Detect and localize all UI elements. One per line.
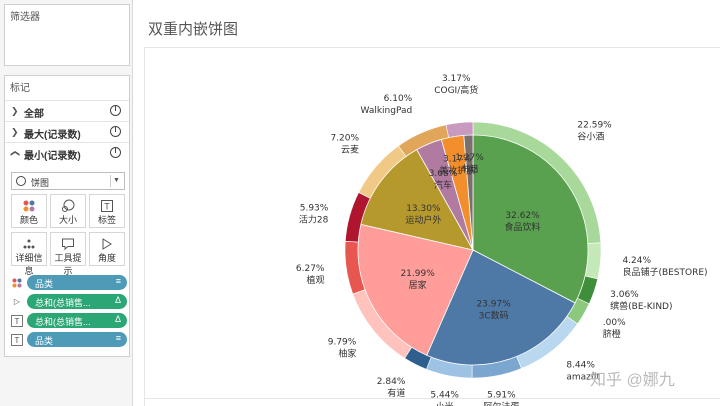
- marks-row-all[interactable]: ❯ 全部: [5, 100, 129, 121]
- pill-category-color[interactable]: 品类 ≡: [27, 275, 127, 290]
- inner-slice-label: 3.68%汽车: [429, 169, 458, 191]
- label-icon: T: [11, 334, 23, 346]
- color-button[interactable]: 颜色: [11, 194, 47, 228]
- outer-ring-label: 2.84%有道: [377, 377, 406, 399]
- color-dots-icon: [12, 278, 22, 288]
- sheet-title: 双重内嵌饼图: [148, 21, 239, 38]
- marks-row-max[interactable]: ❯ 最大(记录数): [5, 121, 129, 142]
- pill-row-label-category: T 品类 ≡: [11, 332, 127, 348]
- sort-icon: ≡: [115, 276, 121, 286]
- detail-button-label: 详细信息: [15, 253, 43, 276]
- svg-text:T: T: [104, 202, 110, 212]
- delta-icon: Δ: [114, 314, 121, 324]
- inner-slice-label: 3.17%美妆护肤: [439, 154, 475, 176]
- marks-row-label: 全部: [24, 109, 44, 120]
- angle-icon: ▷: [13, 297, 21, 306]
- pill-label: 总和(总销售...: [35, 298, 91, 308]
- tooltip-icon: [62, 238, 74, 251]
- label-button-label: 标签: [97, 215, 116, 225]
- tooltip-button[interactable]: 工具提示: [50, 232, 86, 276]
- outer-ring-label: 5.91%阿尔法蛋: [483, 390, 519, 406]
- pill-label: 品类: [35, 279, 54, 289]
- tooltip-button-label: 工具提示: [54, 253, 82, 276]
- label-icon: T: [101, 200, 113, 212]
- inner-slice-label: 23.97% 3C数码: [476, 299, 511, 321]
- inner-slice-label: 1.27%书籍: [455, 153, 484, 175]
- size-button-label: 大小: [58, 215, 77, 225]
- marks-row-label: 最大(记录数): [24, 130, 81, 141]
- filters-title: 筛选器: [10, 12, 40, 23]
- outer-ring-label: 6.27%植观: [296, 264, 325, 286]
- marks-card: 标记 ❯ 全部 ❯ 最大(记录数) ❯ 最小(记录数) 饼图 ▼: [4, 75, 130, 357]
- pie-type-icon: [110, 105, 121, 116]
- pie-icon: [16, 176, 26, 186]
- mark-type-select[interactable]: 饼图 ▼: [11, 172, 125, 190]
- mark-type-value: 饼图: [31, 178, 50, 188]
- outer-ring-label: .00%脐橙: [603, 318, 626, 340]
- marks-row-min[interactable]: ❯ 最小(记录数): [5, 142, 129, 163]
- pill-label: 总和(总销售...: [35, 317, 91, 327]
- dropdown-arrow-icon[interactable]: ▼: [110, 175, 122, 187]
- pill-sales-label[interactable]: 总和(总销售... Δ: [27, 313, 127, 328]
- pill-label: 品类: [35, 336, 54, 346]
- color-button-label: 颜色: [19, 215, 38, 225]
- outer-ring-label: 6.10% WalkingPad: [361, 94, 413, 116]
- inner-pie-slice: [360, 149, 474, 251]
- pill-sales-angle[interactable]: 总和(总销售... Δ: [27, 294, 127, 309]
- label-button[interactable]: T 标签: [89, 194, 125, 228]
- outer-ring-label: 22.59%谷小酒: [577, 121, 612, 143]
- watermark: 知乎 @娜九: [590, 372, 675, 389]
- inner-slice-label: 21.99%居家: [400, 269, 435, 291]
- inner-pie-slice: [472, 134, 589, 304]
- outer-ring-label: 4.24%良品铺子(BESTORE): [622, 256, 707, 278]
- angle-button-label: 角度: [97, 253, 116, 263]
- pie-type-icon: [110, 147, 121, 158]
- delta-icon: Δ: [114, 295, 121, 305]
- left-panel: 筛选器 标记 ❯ 全部 ❯ 最大(记录数) ❯ 最小(记录数) 饼图: [0, 0, 133, 406]
- outer-ring-label: 5.93%活力28: [299, 203, 329, 225]
- outer-ring-label: 9.79%柚家: [328, 337, 357, 359]
- outer-ring-label: 5.44%小米: [430, 390, 459, 406]
- size-button[interactable]: 大小: [50, 194, 86, 228]
- chevron-down-icon: ❯: [11, 127, 19, 137]
- label-icon: T: [11, 315, 23, 327]
- detail-dots-icon: [23, 239, 35, 249]
- pill-category-label[interactable]: 品类 ≡: [27, 332, 127, 347]
- angle-button[interactable]: 角度: [89, 232, 125, 266]
- chevron-down-icon: ❯: [11, 106, 19, 116]
- inner-pie-slice: [463, 134, 474, 251]
- angle-icon: [102, 238, 112, 250]
- outer-ring-label: 3.06%缤兽(BE-KIND): [610, 290, 672, 312]
- double-pie-chart: 32.62%食品饮料 23.97% 3C数码 21.99%居家 13.30%运动户外 3.…: [296, 74, 708, 406]
- marks-title: 标记: [10, 83, 30, 94]
- inner-slice-label: 13.30%运动户外: [405, 204, 441, 226]
- detail-button[interactable]: 详细信息: [11, 232, 47, 276]
- color-dots-icon: [23, 200, 35, 212]
- sort-icon: ≡: [115, 333, 121, 343]
- size-icon: [62, 199, 75, 212]
- pie-type-icon: [110, 126, 121, 137]
- outer-ring-label: 7.20%云麦: [330, 133, 359, 155]
- pill-row-label: T 总和(总销售... Δ: [11, 313, 127, 329]
- outer-ring-label: 8.44% amazfit: [566, 360, 600, 382]
- inner-slice-label: 32.62%食品饮料: [505, 211, 541, 233]
- marks-row-label: 最小(记录数): [24, 151, 81, 162]
- inner-pie-slice: [426, 249, 576, 366]
- chevron-up-icon: ❯: [9, 149, 20, 158]
- outer-ring-label: 3.17% COGI/高货: [434, 74, 478, 96]
- filters-shelf[interactable]: 筛选器: [4, 4, 130, 66]
- inner-pie-slice: [357, 223, 474, 356]
- divider: [145, 398, 720, 399]
- pill-row-color: 品类 ≡: [11, 275, 127, 291]
- pill-row-angle: ▷ 总和(总销售... Δ: [11, 294, 127, 310]
